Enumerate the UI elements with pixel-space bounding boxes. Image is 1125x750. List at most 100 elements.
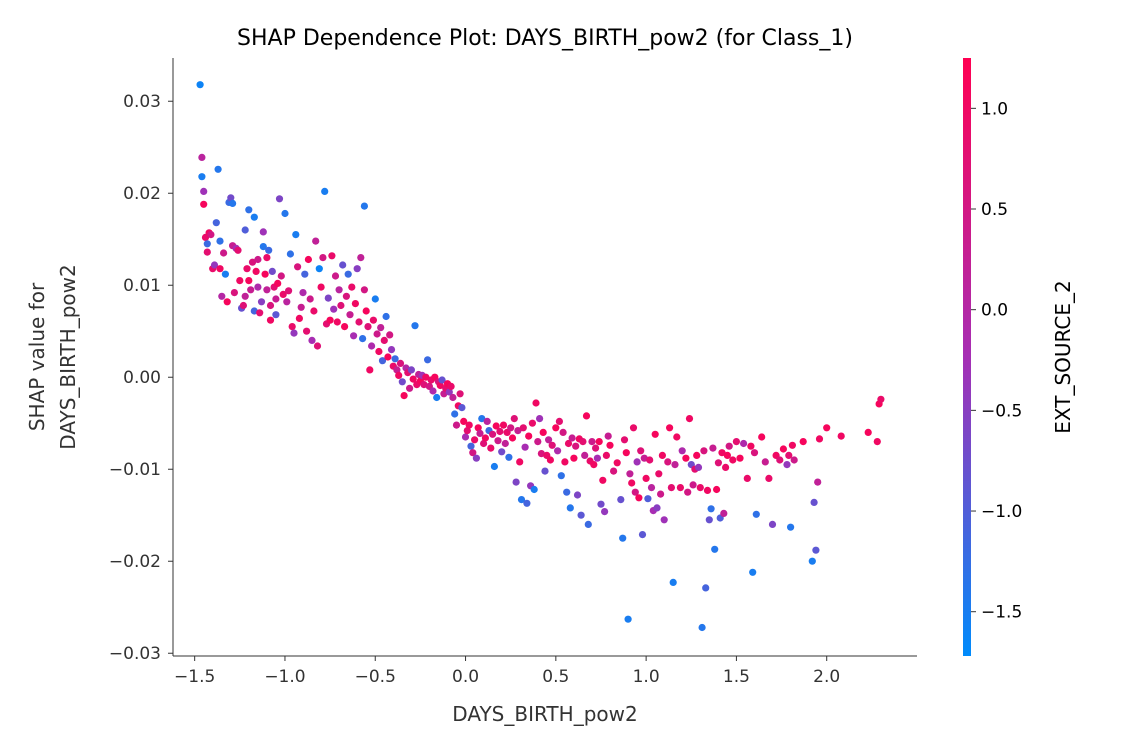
scatter-point: [299, 289, 307, 297]
scatter-point: [337, 301, 345, 310]
scatter-point: [341, 323, 349, 331]
x-tick-label: −1.5: [174, 667, 215, 687]
scatter-point: [505, 453, 513, 461]
x-tick-label: 0.0: [452, 667, 479, 687]
scatter-point: [722, 463, 730, 471]
scatter-point: [339, 261, 347, 269]
scatter-point: [799, 438, 807, 446]
y-tick-label: 0.02: [123, 184, 161, 204]
x-tick-label: 0.5: [542, 667, 569, 687]
scatter-point: [629, 424, 638, 432]
scatter-point: [568, 434, 576, 442]
scatter-point: [676, 484, 685, 492]
scatter-point: [577, 511, 585, 519]
colorbar-tick-label: −1.0: [981, 502, 1022, 522]
scatter-point: [245, 206, 253, 214]
scatter-point: [357, 254, 365, 262]
scatter-point: [227, 194, 235, 202]
scatter-point: [566, 504, 574, 512]
scatter-point: [593, 454, 602, 462]
scatter-point: [223, 298, 231, 306]
y-axis-ticks: 0.03 0.02 0.01 0.00 −0.01 −0.02 −0.03: [109, 92, 173, 664]
scatter-point: [814, 478, 822, 486]
scatter-point: [308, 336, 316, 344]
scatter-point: [696, 484, 704, 492]
scatter-point: [619, 534, 627, 542]
scatter-point: [743, 474, 751, 482]
scatter-point: [196, 81, 204, 89]
scatter-point: [812, 546, 820, 554]
scatter-point: [877, 395, 885, 403]
scatter-point: [705, 516, 713, 524]
scatter-point: [256, 309, 264, 317]
y-axis-label-line1: SHAP value for: [25, 282, 49, 431]
y-tick-label: −0.02: [109, 552, 161, 572]
scatter-point: [581, 451, 589, 459]
scatter-point: [635, 494, 643, 502]
scatter-point: [261, 270, 269, 278]
scatter-point: [519, 424, 527, 432]
scatter-point: [254, 255, 262, 264]
scatter-point: [808, 557, 816, 565]
scatter-point: [604, 432, 612, 440]
scatter-point: [700, 447, 708, 455]
scatter-point: [628, 479, 636, 487]
scatter-point: [220, 249, 228, 257]
scatter-point: [736, 454, 744, 462]
scatter-point: [326, 316, 334, 324]
scatter-point: [494, 437, 502, 445]
scatter-point: [655, 470, 663, 478]
scatter-point: [761, 458, 769, 466]
scatter-point: [579, 438, 587, 446]
scatter-point: [644, 495, 652, 503]
scatter-point: [335, 286, 343, 294]
scatter-point: [294, 263, 302, 271]
scatter-point: [263, 254, 271, 262]
scatter-point: [286, 250, 294, 258]
x-tick-label: 1.0: [633, 667, 660, 687]
scatter-point: [572, 442, 580, 450]
scatter-point: [707, 505, 715, 513]
scatter-point: [610, 467, 618, 475]
scatter-point: [564, 439, 573, 448]
scatter-point: [375, 347, 383, 356]
scatter-point: [555, 417, 564, 425]
scatter-point: [788, 441, 797, 449]
scatter-point: [290, 329, 298, 337]
scatter-point: [584, 520, 592, 529]
x-tick-label: −1.0: [264, 667, 305, 687]
scatter-point: [304, 255, 312, 264]
scatter-point: [422, 373, 430, 381]
scatter-point: [254, 283, 262, 291]
scatter-point: [411, 322, 419, 330]
x-tick-label: −0.5: [355, 667, 396, 687]
scatter-point: [212, 219, 220, 227]
scatter-points: [196, 81, 885, 632]
scatter-point: [247, 286, 255, 294]
scatter-point: [718, 449, 726, 457]
scatter-point: [582, 412, 591, 420]
scatter-point: [606, 441, 614, 449]
scatter-point: [259, 243, 267, 251]
scatter-point: [452, 421, 461, 429]
scatter-point: [512, 478, 520, 486]
scatter-point: [590, 461, 598, 469]
scatter-point: [521, 443, 529, 451]
y-axis-label-line2: DAYS_BIRTH_pow2: [56, 264, 80, 449]
scatter-point: [592, 444, 600, 452]
scatter-point: [351, 300, 359, 308]
scatter-point: [472, 454, 480, 462]
scatter-point: [407, 366, 415, 374]
scatter-point: [554, 447, 562, 455]
scatter-point: [749, 568, 757, 576]
scatter-point: [631, 488, 639, 496]
scatter-point: [595, 438, 603, 446]
y-tick-label: 0.03: [123, 92, 161, 112]
scatter-point: [268, 267, 276, 275]
scatter-point: [787, 523, 795, 531]
scatter-point: [622, 449, 630, 457]
colorbar-tick-label: 1.0: [981, 99, 1008, 119]
scatter-point: [785, 451, 793, 459]
scatter-point: [306, 295, 314, 303]
